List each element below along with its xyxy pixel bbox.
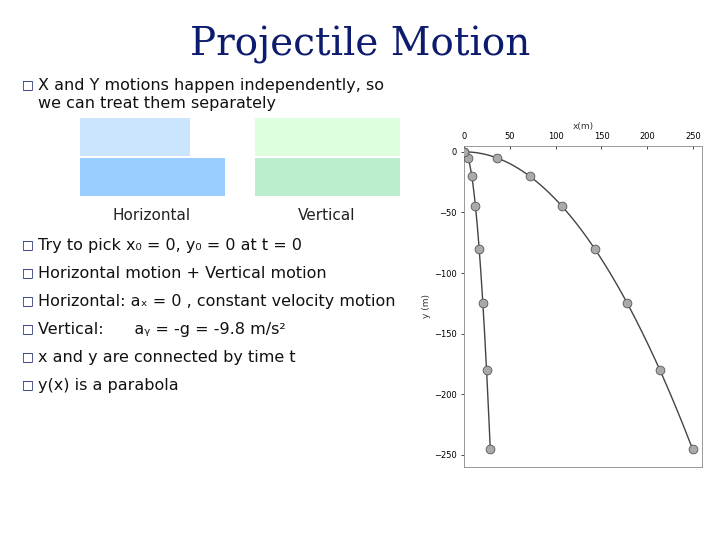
Text: □: □ [22,294,34,307]
Point [491,153,503,162]
Point [557,202,568,211]
X-axis label: x(m): x(m) [572,122,594,131]
Point [481,366,492,374]
Y-axis label: y (m): y (m) [422,294,431,319]
Text: we can treat them separately: we can treat them separately [38,96,276,111]
Text: Vertical: Vertical [298,208,356,223]
Point [524,172,536,180]
Point [459,147,470,156]
Point [459,147,470,156]
Text: Physics: Physics [9,500,96,520]
Text: □: □ [22,322,34,335]
Text: x and y are connected by time t: x and y are connected by time t [38,350,296,365]
Text: THE EDGE IN KNOWLEDGE: THE EDGE IN KNOWLEDGE [530,521,683,531]
Text: Horizontal: Horizontal [113,208,191,223]
FancyBboxPatch shape [255,118,400,156]
Point [485,444,496,453]
Text: Projectile Motion: Projectile Motion [190,26,530,64]
FancyBboxPatch shape [255,158,400,196]
Text: New Jersey's Science & Technology University: New Jersey's Science & Technology Univer… [68,523,243,532]
Text: □: □ [22,350,34,363]
Text: Horizontal motion + Vertical motion: Horizontal motion + Vertical motion [38,266,327,281]
Point [462,153,474,162]
Text: X and Y motions happen independently, so: X and Y motions happen independently, so [38,78,384,93]
Text: NJIT: NJIT [121,495,189,519]
Point [621,299,633,308]
Text: Try to pick x₀ = 0, y₀ = 0 at t = 0: Try to pick x₀ = 0, y₀ = 0 at t = 0 [38,238,302,253]
Text: at: at [79,501,97,519]
Point [466,172,477,180]
Text: Horizontal: aₓ = 0 , constant velocity motion: Horizontal: aₓ = 0 , constant velocity m… [38,294,395,309]
Point [654,366,666,374]
Point [469,202,481,211]
FancyBboxPatch shape [80,118,190,156]
Point [589,245,600,253]
Text: □: □ [22,266,34,279]
FancyBboxPatch shape [80,158,225,196]
Text: □: □ [22,238,34,251]
Point [687,444,698,453]
Text: Vertical:      aᵧ = -g = -9.8 m/s²: Vertical: aᵧ = -g = -9.8 m/s² [38,322,286,337]
Text: □: □ [22,78,34,91]
Point [477,299,489,308]
Text: February 5-8, 2013: February 5-8, 2013 [490,501,610,514]
Point [474,245,485,253]
Text: □: □ [22,378,34,391]
Text: y(x) is a parabola: y(x) is a parabola [38,378,179,393]
